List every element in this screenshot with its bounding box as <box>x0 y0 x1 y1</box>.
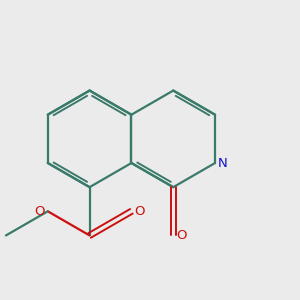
Text: O: O <box>176 229 187 242</box>
Text: O: O <box>134 205 145 218</box>
Text: O: O <box>35 205 45 218</box>
Text: N: N <box>218 157 228 169</box>
